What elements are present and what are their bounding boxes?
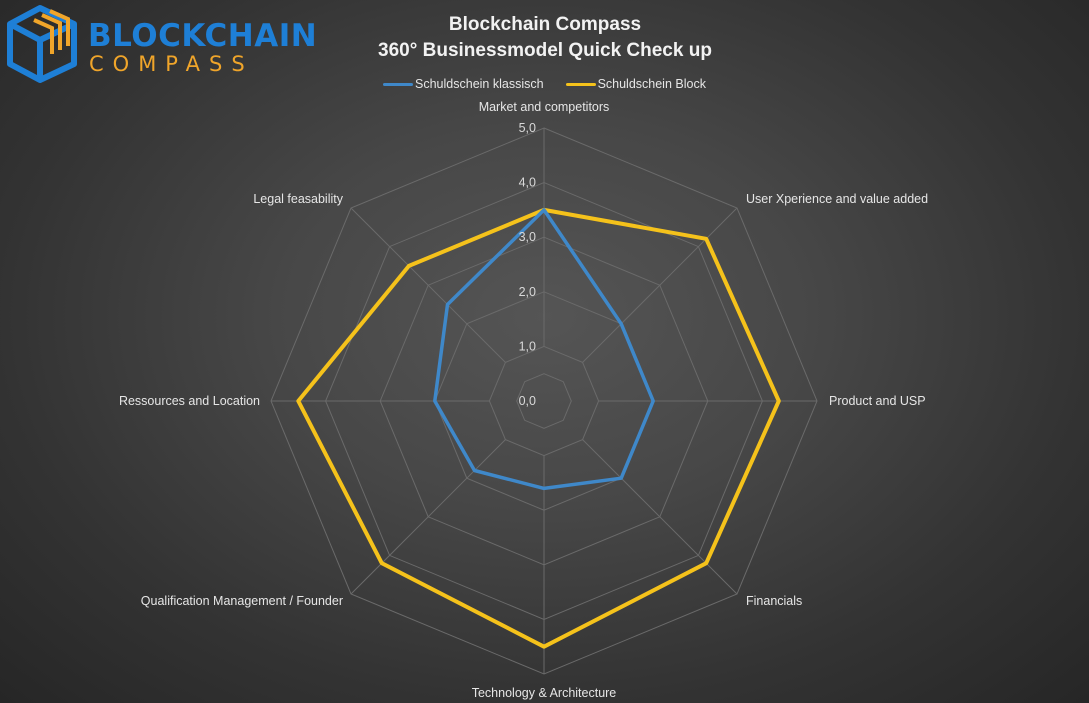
radar-axis-labels: Market and competitors User Xperience and… [119, 100, 928, 700]
tick-label: 0,0 [519, 394, 536, 408]
grid-spoke [582, 439, 738, 595]
blockchain-compass-logo: BLOCKCHAIN COMPASS [7, 5, 317, 83]
axis-label: Product and USP [829, 394, 926, 408]
chart-legend: Schuldschein klassisch Schuldschein Bloc… [0, 77, 1089, 91]
tick-label: 4,0 [519, 176, 536, 190]
chart-title-line-2: 360° Businessmodel Quick Check up [378, 40, 712, 61]
axis-label: Technology & Architecture [472, 686, 617, 700]
axis-label: Market and competitors [479, 100, 610, 114]
tick-label: 3,0 [519, 230, 536, 244]
legend-item-schuldschein-block: Schuldschein Block [565, 77, 706, 91]
radar-tick-labels: 0,0 1,0 2,0 3,0 4,0 5,0 [519, 121, 536, 408]
radar-series [296, 207, 781, 649]
radar-grid [270, 127, 818, 675]
chart-title: Blockchain Compass 360° Businessmodel Qu… [300, 12, 790, 64]
axis-label: Ressources and Location [119, 394, 260, 408]
tick-label: 5,0 [519, 121, 536, 135]
axis-label: Legal feasability [253, 192, 343, 206]
grid-spoke [350, 207, 506, 363]
legend-item-schuldschein-klassisch: Schuldschein klassisch [383, 77, 544, 91]
axis-label: Qualification Management / Founder [141, 594, 343, 608]
series-line-block [296, 207, 781, 649]
legend-swatch-block [565, 82, 596, 86]
cube-logo-icon [7, 5, 77, 83]
axis-label: Financials [746, 594, 802, 608]
logo-word-blockchain: BLOCKCHAIN [88, 18, 317, 54]
logo-word-compass: COMPASS [89, 52, 254, 76]
series-line-klassisch [433, 208, 655, 491]
grid-ring [488, 345, 600, 457]
legend-swatch-klassisch [383, 82, 414, 86]
legend-label-block: Schuldschein Block [597, 77, 706, 91]
tick-label: 2,0 [519, 285, 536, 299]
axis-label: User Xperience and value added [746, 192, 928, 206]
tick-label: 1,0 [519, 339, 536, 353]
grid-spoke [350, 439, 506, 595]
grid-spoke [582, 207, 738, 363]
legend-label-klassisch: Schuldschein klassisch [415, 77, 544, 91]
chart-title-line-1: Blockchain Compass [448, 14, 642, 35]
grid-ring [516, 373, 572, 429]
